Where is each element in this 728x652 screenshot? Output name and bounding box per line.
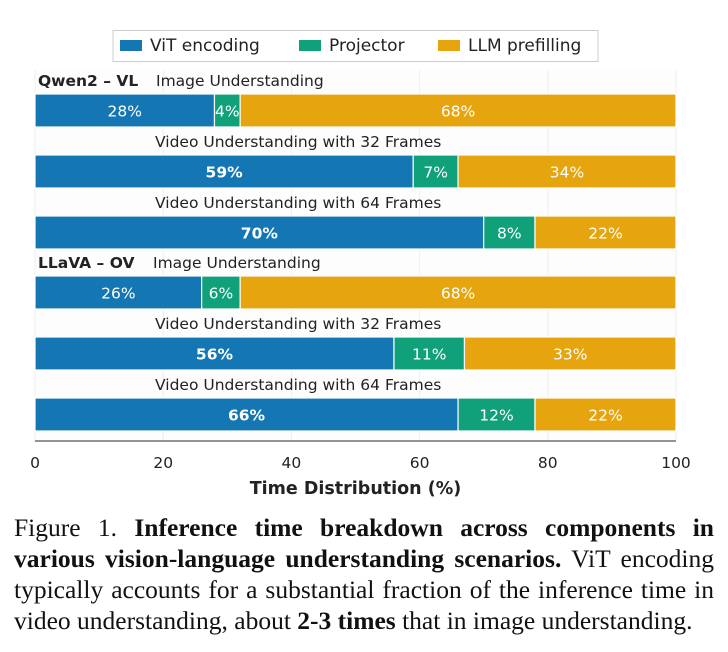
bar-segment <box>534 397 677 432</box>
data-label: 8% <box>497 225 522 243</box>
caption-prefix: Figure 1. <box>14 513 118 542</box>
legend-swatch <box>299 40 321 51</box>
legend-swatch <box>438 40 460 51</box>
caption-title: Inference time breakdown across componen… <box>14 513 714 573</box>
data-label: 59% <box>206 164 244 182</box>
data-label: 12% <box>479 407 513 425</box>
category-label: Video Understanding with 32 Frames <box>155 315 441 333</box>
bar-segment <box>534 215 677 250</box>
category-label: Image Understanding <box>156 72 324 90</box>
bar-segment <box>34 275 203 310</box>
x-axis: 0 20 40 60 80 100 Time Distribution (%) <box>30 440 691 499</box>
data-label: 56% <box>196 346 234 364</box>
legend-label: ViT encoding <box>150 36 260 56</box>
x-tick-label: 80 <box>538 454 558 472</box>
bar-segment <box>457 154 677 189</box>
data-label: 6% <box>209 285 234 303</box>
data-label: 28% <box>108 103 142 121</box>
bar-segment <box>239 93 677 128</box>
bar-segment <box>393 336 466 371</box>
model-label: Qwen2 – VL <box>38 72 138 90</box>
legend-label: LLM prefilling <box>468 36 581 56</box>
data-label: 26% <box>101 285 135 303</box>
bar-segment <box>34 397 459 432</box>
bar-segment <box>34 215 485 250</box>
bar-segment <box>201 275 241 310</box>
bar-segment <box>483 215 536 250</box>
data-label: 34% <box>550 164 584 182</box>
legend-swatch <box>120 40 142 51</box>
data-label: 7% <box>423 164 448 182</box>
data-label: 22% <box>588 407 622 425</box>
bar-segment <box>34 154 414 189</box>
plot-background <box>35 70 676 441</box>
x-tick-label: 0 <box>30 454 40 472</box>
legend-box <box>112 30 599 62</box>
x-axis-title: Time Distribution (%) <box>250 479 462 499</box>
category-label: Video Understanding with 64 Frames <box>155 194 441 212</box>
caption-emphasis: 2-3 times <box>297 606 396 635</box>
bar-segment <box>463 336 677 371</box>
data-label: 68% <box>441 103 475 121</box>
category-label: Video Understanding with 64 Frames <box>155 376 441 394</box>
data-label: 11% <box>412 346 446 364</box>
x-tick-label: 60 <box>410 454 430 472</box>
data-label: 4% <box>215 103 240 121</box>
category-label: Video Understanding with 32 Frames <box>155 133 441 151</box>
data-label: 22% <box>588 225 622 243</box>
bar-segment <box>239 275 677 310</box>
x-tick-label: 40 <box>282 454 302 472</box>
figure-caption: Figure 1. Inference time breakdown acros… <box>14 512 714 636</box>
category-label: Image Understanding <box>153 254 321 272</box>
model-label: LLaVA – OV <box>38 254 134 272</box>
caption-body-1: ViT encoding typically accounts for a su… <box>14 544 714 635</box>
stacked-bar-chart: ViT encoding Projector LLM prefilling Qwen… <box>30 30 691 499</box>
x-tick-label: 20 <box>153 454 173 472</box>
legend: ViT encoding Projector LLM prefilling <box>112 30 599 62</box>
legend-label: Projector <box>329 36 405 56</box>
data-label: 68% <box>441 285 475 303</box>
data-label: 66% <box>228 407 266 425</box>
caption-body-2: that in image understanding. <box>402 606 693 635</box>
data-label: 33% <box>553 346 587 364</box>
x-tick-label: 100 <box>661 454 691 472</box>
bar-segment <box>457 397 536 432</box>
grid-lines <box>34 70 677 441</box>
data-label: 70% <box>241 225 279 243</box>
